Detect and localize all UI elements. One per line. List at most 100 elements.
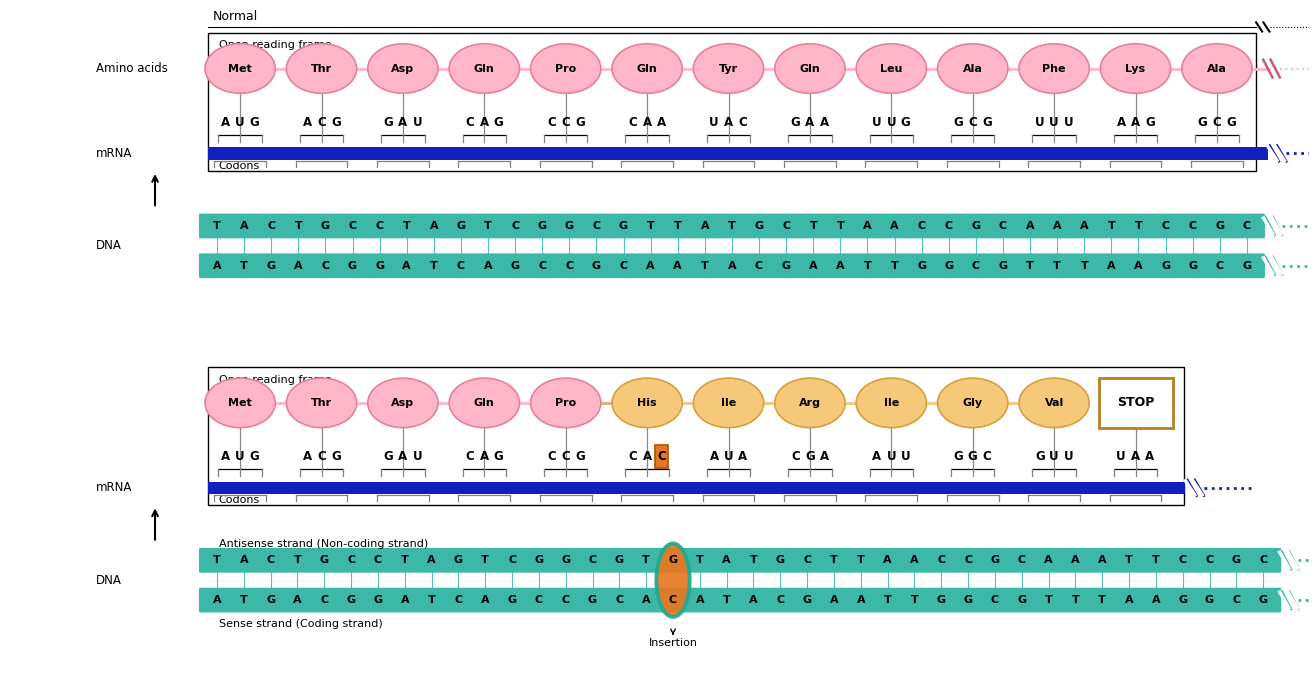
- Text: A: A: [303, 450, 312, 463]
- Text: C: C: [466, 116, 474, 129]
- Text: T: T: [1108, 221, 1115, 231]
- Text: G: G: [963, 595, 973, 605]
- Text: G: G: [454, 556, 463, 565]
- Ellipse shape: [694, 44, 763, 93]
- Text: T: T: [1080, 261, 1088, 271]
- Text: Open reading frame: Open reading frame: [218, 375, 332, 384]
- Text: A: A: [809, 261, 817, 271]
- Text: T: T: [728, 221, 736, 231]
- Text: Thr: Thr: [311, 398, 332, 408]
- Text: A: A: [480, 450, 488, 463]
- Text: Asp: Asp: [391, 64, 415, 73]
- Text: U: U: [1116, 450, 1126, 463]
- Text: A: A: [303, 116, 312, 129]
- Text: G: G: [384, 116, 393, 129]
- Text: mRNA: mRNA: [96, 147, 132, 160]
- Text: G: G: [803, 595, 812, 605]
- Text: C: C: [454, 595, 462, 605]
- Text: G: G: [1232, 556, 1241, 565]
- Ellipse shape: [775, 44, 845, 93]
- Text: T: T: [857, 556, 865, 565]
- Text: Met: Met: [228, 64, 251, 73]
- Text: A: A: [221, 450, 230, 463]
- Text: G: G: [791, 116, 800, 129]
- Text: A: A: [428, 556, 436, 565]
- Text: G: G: [457, 221, 466, 231]
- Text: C: C: [267, 556, 275, 565]
- Text: A: A: [700, 221, 709, 231]
- Text: A: A: [1145, 450, 1154, 463]
- Text: Tyr: Tyr: [719, 64, 738, 73]
- Text: C: C: [588, 556, 596, 565]
- FancyBboxPatch shape: [654, 445, 669, 469]
- Text: A: A: [863, 221, 871, 231]
- Text: G: G: [1188, 261, 1198, 271]
- Text: C: C: [562, 116, 570, 129]
- Text: A: A: [221, 116, 230, 129]
- Ellipse shape: [530, 44, 601, 93]
- Text: A: A: [1130, 116, 1140, 129]
- Text: C: C: [457, 261, 465, 271]
- Text: G: G: [669, 556, 678, 565]
- Text: G: G: [384, 450, 393, 463]
- Text: C: C: [1017, 556, 1025, 565]
- Text: A: A: [728, 261, 736, 271]
- Text: C: C: [374, 556, 382, 565]
- Text: T: T: [891, 261, 899, 271]
- Text: C: C: [592, 221, 600, 231]
- Text: C: C: [620, 261, 628, 271]
- Text: Thr: Thr: [311, 64, 332, 73]
- Ellipse shape: [449, 378, 520, 427]
- Text: C: C: [547, 450, 555, 463]
- Text: C: C: [347, 556, 355, 565]
- Ellipse shape: [775, 378, 845, 427]
- Text: A: A: [480, 116, 488, 129]
- Text: C: C: [917, 221, 925, 231]
- Ellipse shape: [449, 44, 520, 93]
- Text: Pro: Pro: [555, 64, 576, 73]
- Text: U: U: [1063, 450, 1074, 463]
- Text: T: T: [701, 261, 709, 271]
- Text: Val: Val: [1045, 398, 1063, 408]
- Ellipse shape: [937, 44, 1008, 93]
- Text: G: G: [967, 450, 978, 463]
- Text: U: U: [887, 450, 896, 463]
- Text: T: T: [1125, 556, 1133, 565]
- Ellipse shape: [657, 543, 690, 617]
- Text: A: A: [883, 556, 892, 565]
- Text: G: G: [805, 450, 815, 463]
- Text: C: C: [1232, 595, 1241, 605]
- Text: A: A: [1152, 595, 1161, 605]
- Text: Gln: Gln: [800, 64, 820, 73]
- Text: Lys: Lys: [1125, 64, 1146, 73]
- Text: A: A: [749, 595, 758, 605]
- Text: C: C: [1212, 116, 1221, 129]
- Text: Ile: Ile: [721, 398, 736, 408]
- Text: T: T: [750, 556, 758, 565]
- Text: A: A: [399, 450, 408, 463]
- Text: G: G: [1242, 261, 1252, 271]
- Text: T: T: [430, 261, 438, 271]
- Text: G: G: [775, 556, 784, 565]
- Text: G: G: [1227, 116, 1236, 129]
- Ellipse shape: [287, 378, 357, 427]
- Text: T: T: [295, 221, 303, 231]
- Text: A: A: [642, 116, 651, 129]
- Text: C: C: [776, 595, 784, 605]
- Text: T: T: [646, 221, 654, 231]
- Text: C: C: [657, 450, 666, 463]
- Text: T: T: [401, 556, 409, 565]
- Text: T: T: [884, 595, 891, 605]
- Text: G: G: [954, 116, 963, 129]
- Text: G: G: [375, 261, 384, 271]
- Ellipse shape: [367, 378, 438, 427]
- Text: G: G: [250, 116, 259, 129]
- Text: C: C: [466, 450, 474, 463]
- Text: T: T: [482, 556, 490, 565]
- Text: G: G: [954, 450, 963, 463]
- Text: Antisense strand (Non-coding strand): Antisense strand (Non-coding strand): [218, 539, 428, 549]
- Text: T: T: [213, 221, 221, 231]
- Text: C: C: [971, 261, 980, 271]
- Text: C: C: [629, 116, 637, 129]
- Text: G: G: [332, 450, 341, 463]
